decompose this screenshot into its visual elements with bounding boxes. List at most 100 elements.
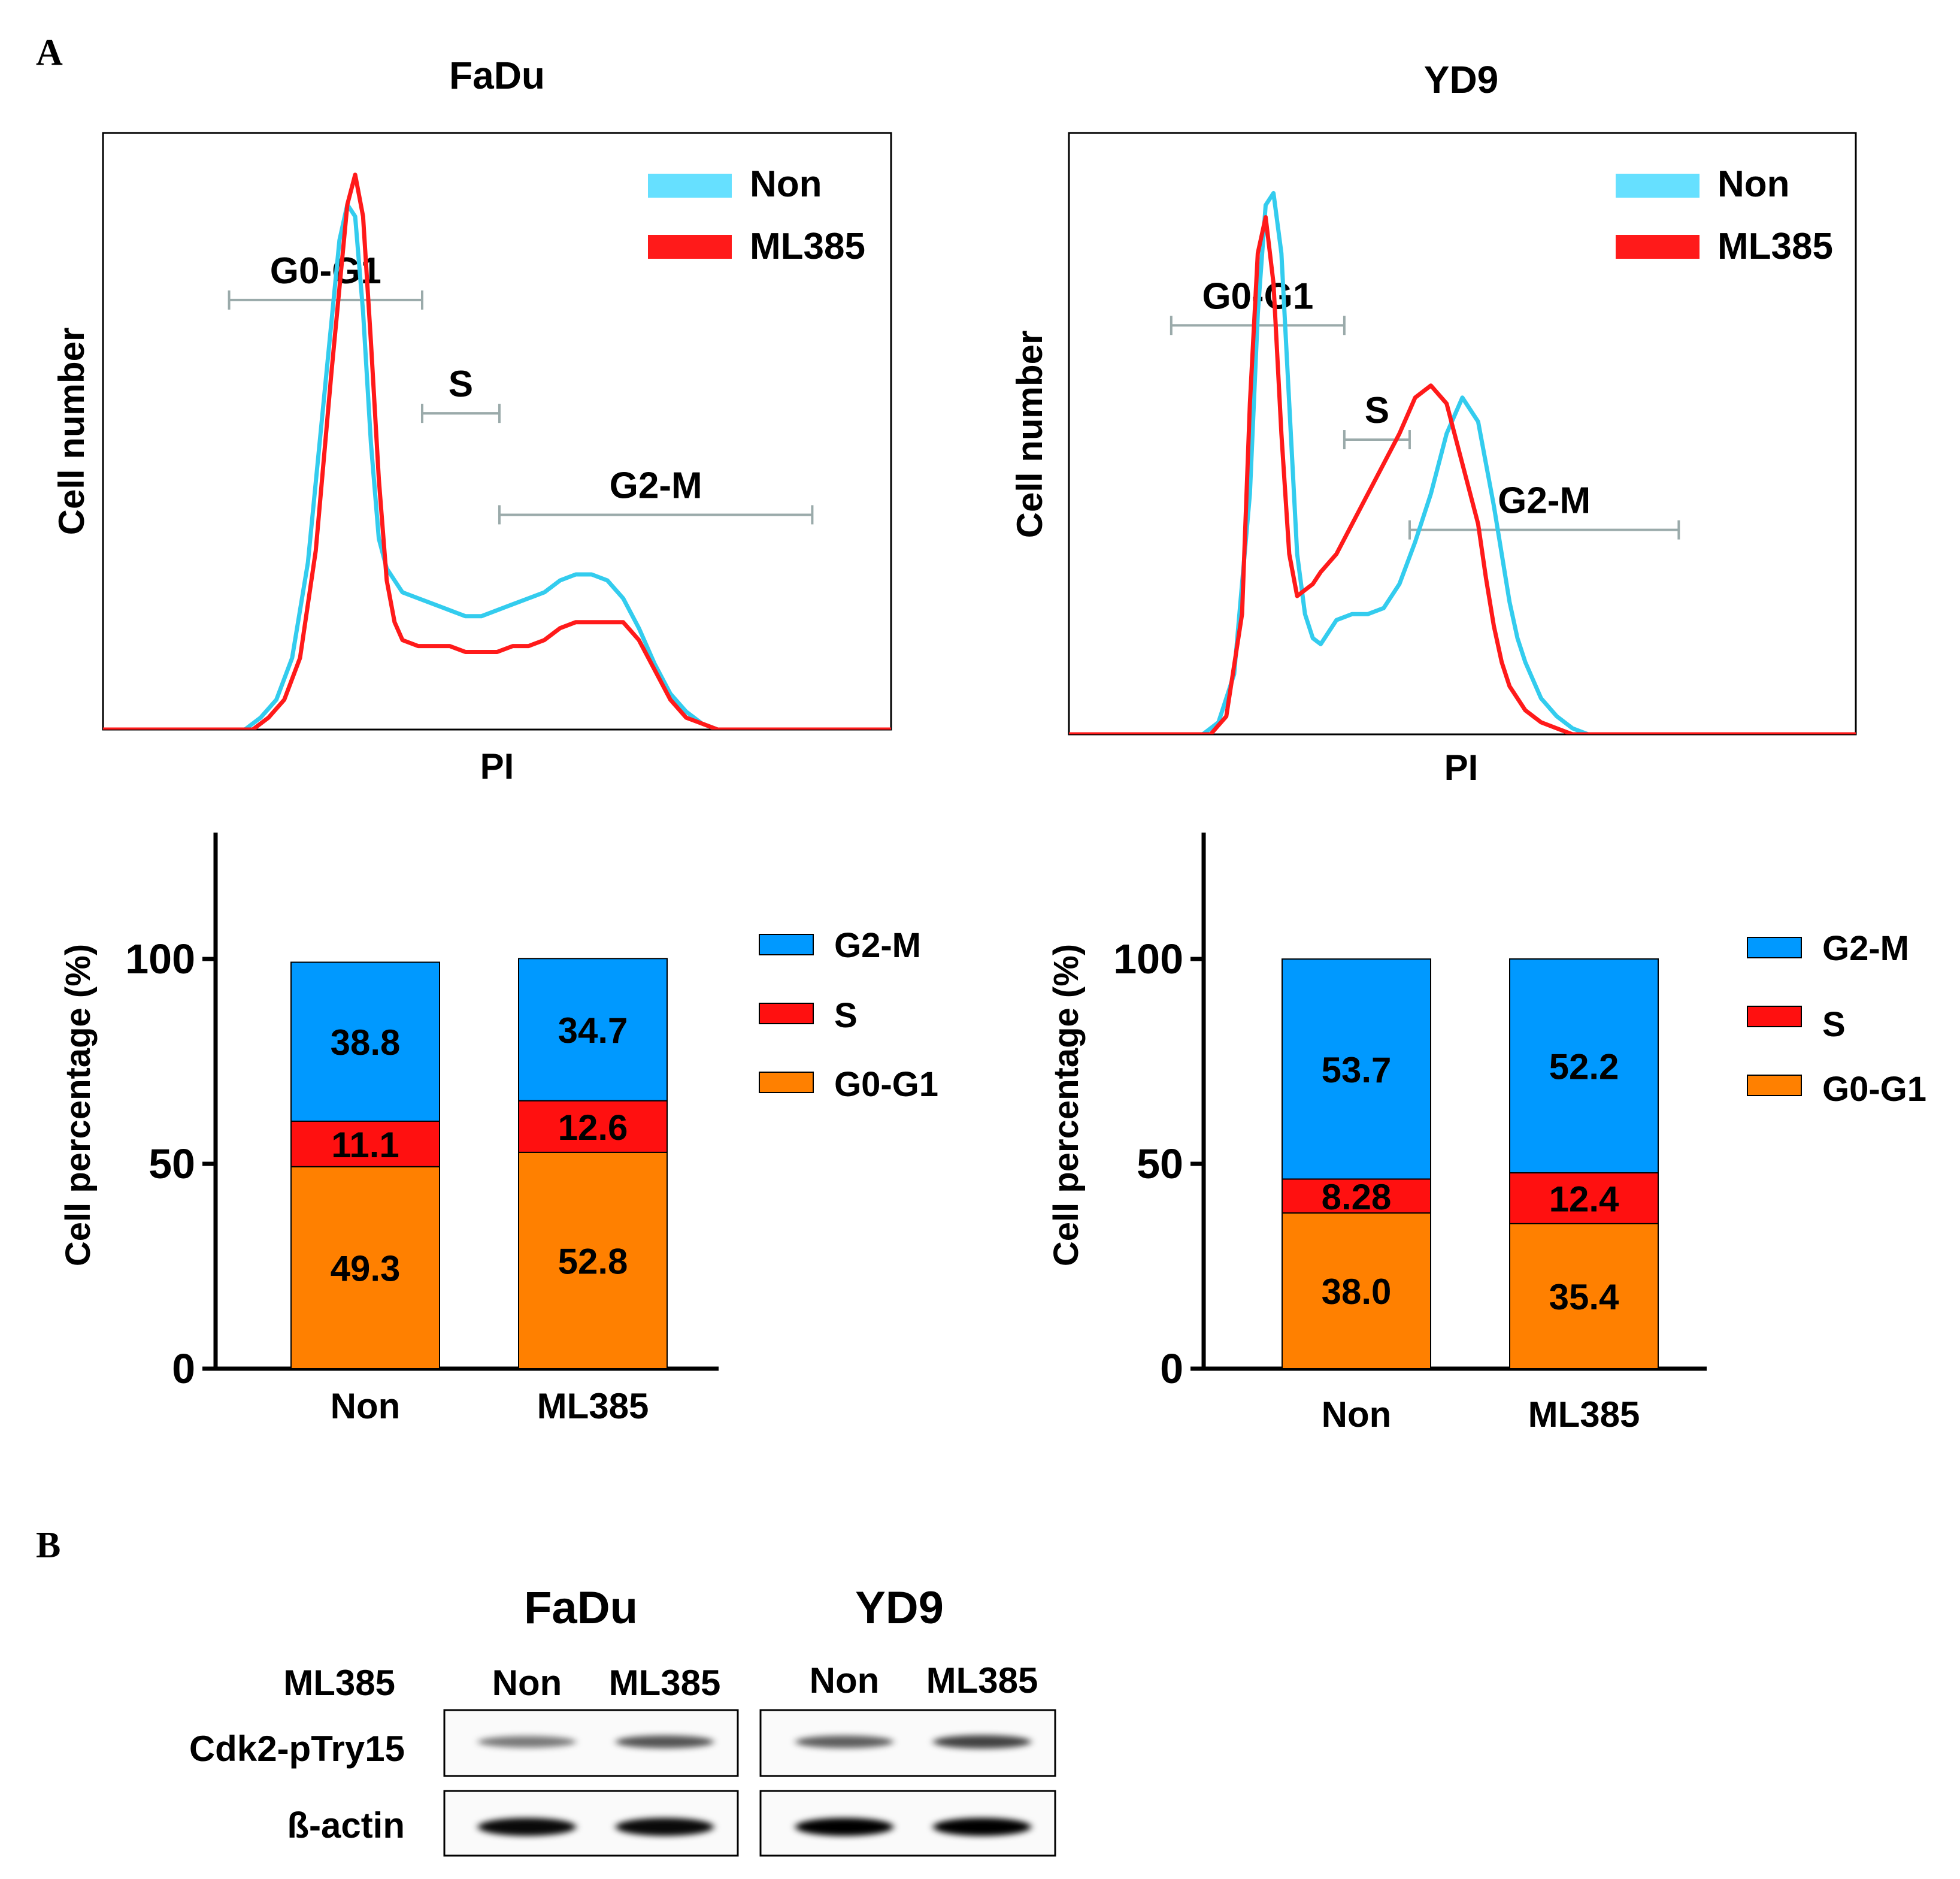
yd9-stacked-bar-chart: Cell percentage (%) 0 50 100 38.0 8.28 53.7 3… [1047, 833, 1926, 1435]
y-axis-label: Cell number [52, 328, 92, 535]
bar-segment-g2-m [1509, 958, 1659, 1174]
bar-segment-s [290, 1120, 440, 1167]
bar-segment-g0-g1 [1282, 1212, 1431, 1369]
bar-value-label: 52.2 [1549, 1047, 1619, 1087]
bar-segment-g2-m [1282, 958, 1431, 1180]
legend-swatch-g0g1 [759, 1072, 814, 1093]
bar-value-label: 34.7 [558, 1010, 628, 1051]
western-blot: FaDu YD9 ML385 Non ML385 Non ML385 Cdk2-… [189, 1583, 1056, 1857]
legend-label-g0g1: G0-G1 [834, 1065, 938, 1104]
y-tick-label: 50 [1137, 1140, 1183, 1187]
legend-swatch-non [1616, 174, 1700, 198]
legend-label-s: S [834, 996, 858, 1035]
treatment-label: ML385 [283, 1663, 395, 1703]
bar-value-label: 35.4 [1549, 1277, 1619, 1317]
blot-band [616, 1735, 714, 1748]
plot-frame [102, 132, 892, 731]
legend-swatch-g2m [759, 934, 814, 955]
y-axis-label: Cell number [1010, 331, 1050, 538]
bar-segment-s [1509, 1172, 1659, 1224]
blot-group [443, 1709, 1056, 1857]
histogram-curve-non [1069, 190, 1856, 734]
bar-value-label: 38.8 [331, 1022, 401, 1063]
lane-label: Non [810, 1660, 880, 1701]
x-axis-label: PI [1444, 748, 1479, 788]
blot-row-label: ß-actin [287, 1805, 405, 1845]
legend-swatch-s [759, 1003, 814, 1024]
y-axis-label: Cell percentage (%) [59, 944, 98, 1266]
bar-segment-g0-g1 [518, 1151, 668, 1370]
legend-label-g2m: G2-M [1822, 929, 1909, 968]
panel-label-b: B [36, 1525, 60, 1566]
category-label: ML385 [1528, 1394, 1640, 1435]
legend-label-non: Non [1717, 164, 1790, 205]
legend-label-ml385: ML385 [750, 226, 865, 267]
blot-band [933, 1735, 1031, 1749]
bar-value-label: 12.4 [1549, 1179, 1619, 1219]
histogram-title: YD9 [1424, 58, 1499, 101]
category-label: ML385 [537, 1386, 649, 1426]
legend: Non ML385 [1616, 164, 1833, 267]
category-label-group: Non ML385 [331, 1386, 649, 1426]
bar-value-label: 49.3 [331, 1248, 401, 1288]
bar-segment-g0-g1 [1509, 1223, 1659, 1370]
bar-value-label: 12.6 [558, 1108, 628, 1148]
legend-label-non: Non [750, 164, 822, 205]
blot-band [478, 1736, 576, 1748]
histogram-curve-non [103, 202, 891, 730]
legend-swatch-g2m [1747, 937, 1802, 958]
legend: G2-M S G0-G1 [1747, 929, 1926, 1109]
gate-label: S [449, 364, 473, 405]
fadu-stacked-bar-chart: Cell percentage (%) 0 50 100 49.3 11.1 38.8 5… [59, 833, 938, 1426]
y-axis-label: Cell percentage (%) [1047, 944, 1086, 1266]
bar-segment-s [1282, 1178, 1431, 1214]
legend-swatch-ml385 [1616, 235, 1700, 259]
gate-label: G2-M [610, 465, 702, 506]
legend-swatch-ml385 [648, 235, 732, 259]
plot-frame [1068, 132, 1857, 736]
y-tick-label: 50 [149, 1140, 195, 1187]
histogram-title: FaDu [449, 54, 545, 97]
bar-segment-g2-m [518, 958, 668, 1102]
blot-group-title-yd9: YD9 [855, 1583, 944, 1633]
curve-group [103, 173, 891, 730]
lane-label: ML385 [609, 1663, 721, 1703]
category-label-group: Non ML385 [1322, 1394, 1640, 1435]
bar-value-label: 8.28 [1322, 1177, 1392, 1217]
bar-segment-g2-m [290, 961, 440, 1122]
x-axis-label: PI [480, 746, 514, 786]
bar-group: 49.3 11.1 38.8 52.8 12.6 34.7 [290, 958, 668, 1370]
blot-band [616, 1818, 714, 1836]
legend: Non ML385 [648, 164, 865, 267]
blot-band [795, 1735, 893, 1748]
legend-label-s: S [1822, 1005, 1846, 1044]
legend-swatch-non [648, 174, 732, 198]
lane-label: Non [492, 1663, 562, 1703]
legend-swatch-s [1747, 1006, 1802, 1027]
category-label: Non [1322, 1394, 1392, 1435]
y-tick-label: 100 [125, 936, 195, 982]
legend: G2-M S G0-G1 [759, 926, 938, 1104]
curve-group [1069, 190, 1856, 734]
legend-label-ml385: ML385 [1717, 226, 1833, 267]
y-tick-label: 100 [1113, 936, 1183, 982]
y-tick-label: 0 [172, 1345, 195, 1392]
bar-value-label: 53.7 [1322, 1050, 1392, 1090]
legend-swatch-g0g1 [1747, 1075, 1802, 1096]
bar-segment-s [518, 1100, 668, 1153]
y-tick-group: 0 50 100 [1113, 936, 1204, 1392]
lane-label: ML385 [926, 1660, 1038, 1701]
histogram-curve-ml385 [103, 173, 891, 730]
category-label: Non [331, 1386, 401, 1426]
bar-value-label: 11.1 [331, 1125, 399, 1165]
blot-band [478, 1818, 576, 1836]
gate-label: S [1365, 390, 1389, 431]
legend-label-g0g1: G0-G1 [1822, 1070, 1926, 1109]
blot-group-title-fadu: FaDu [524, 1583, 638, 1633]
bar-value-label: 38.0 [1322, 1272, 1392, 1312]
y-tick-label: 0 [1160, 1345, 1183, 1392]
